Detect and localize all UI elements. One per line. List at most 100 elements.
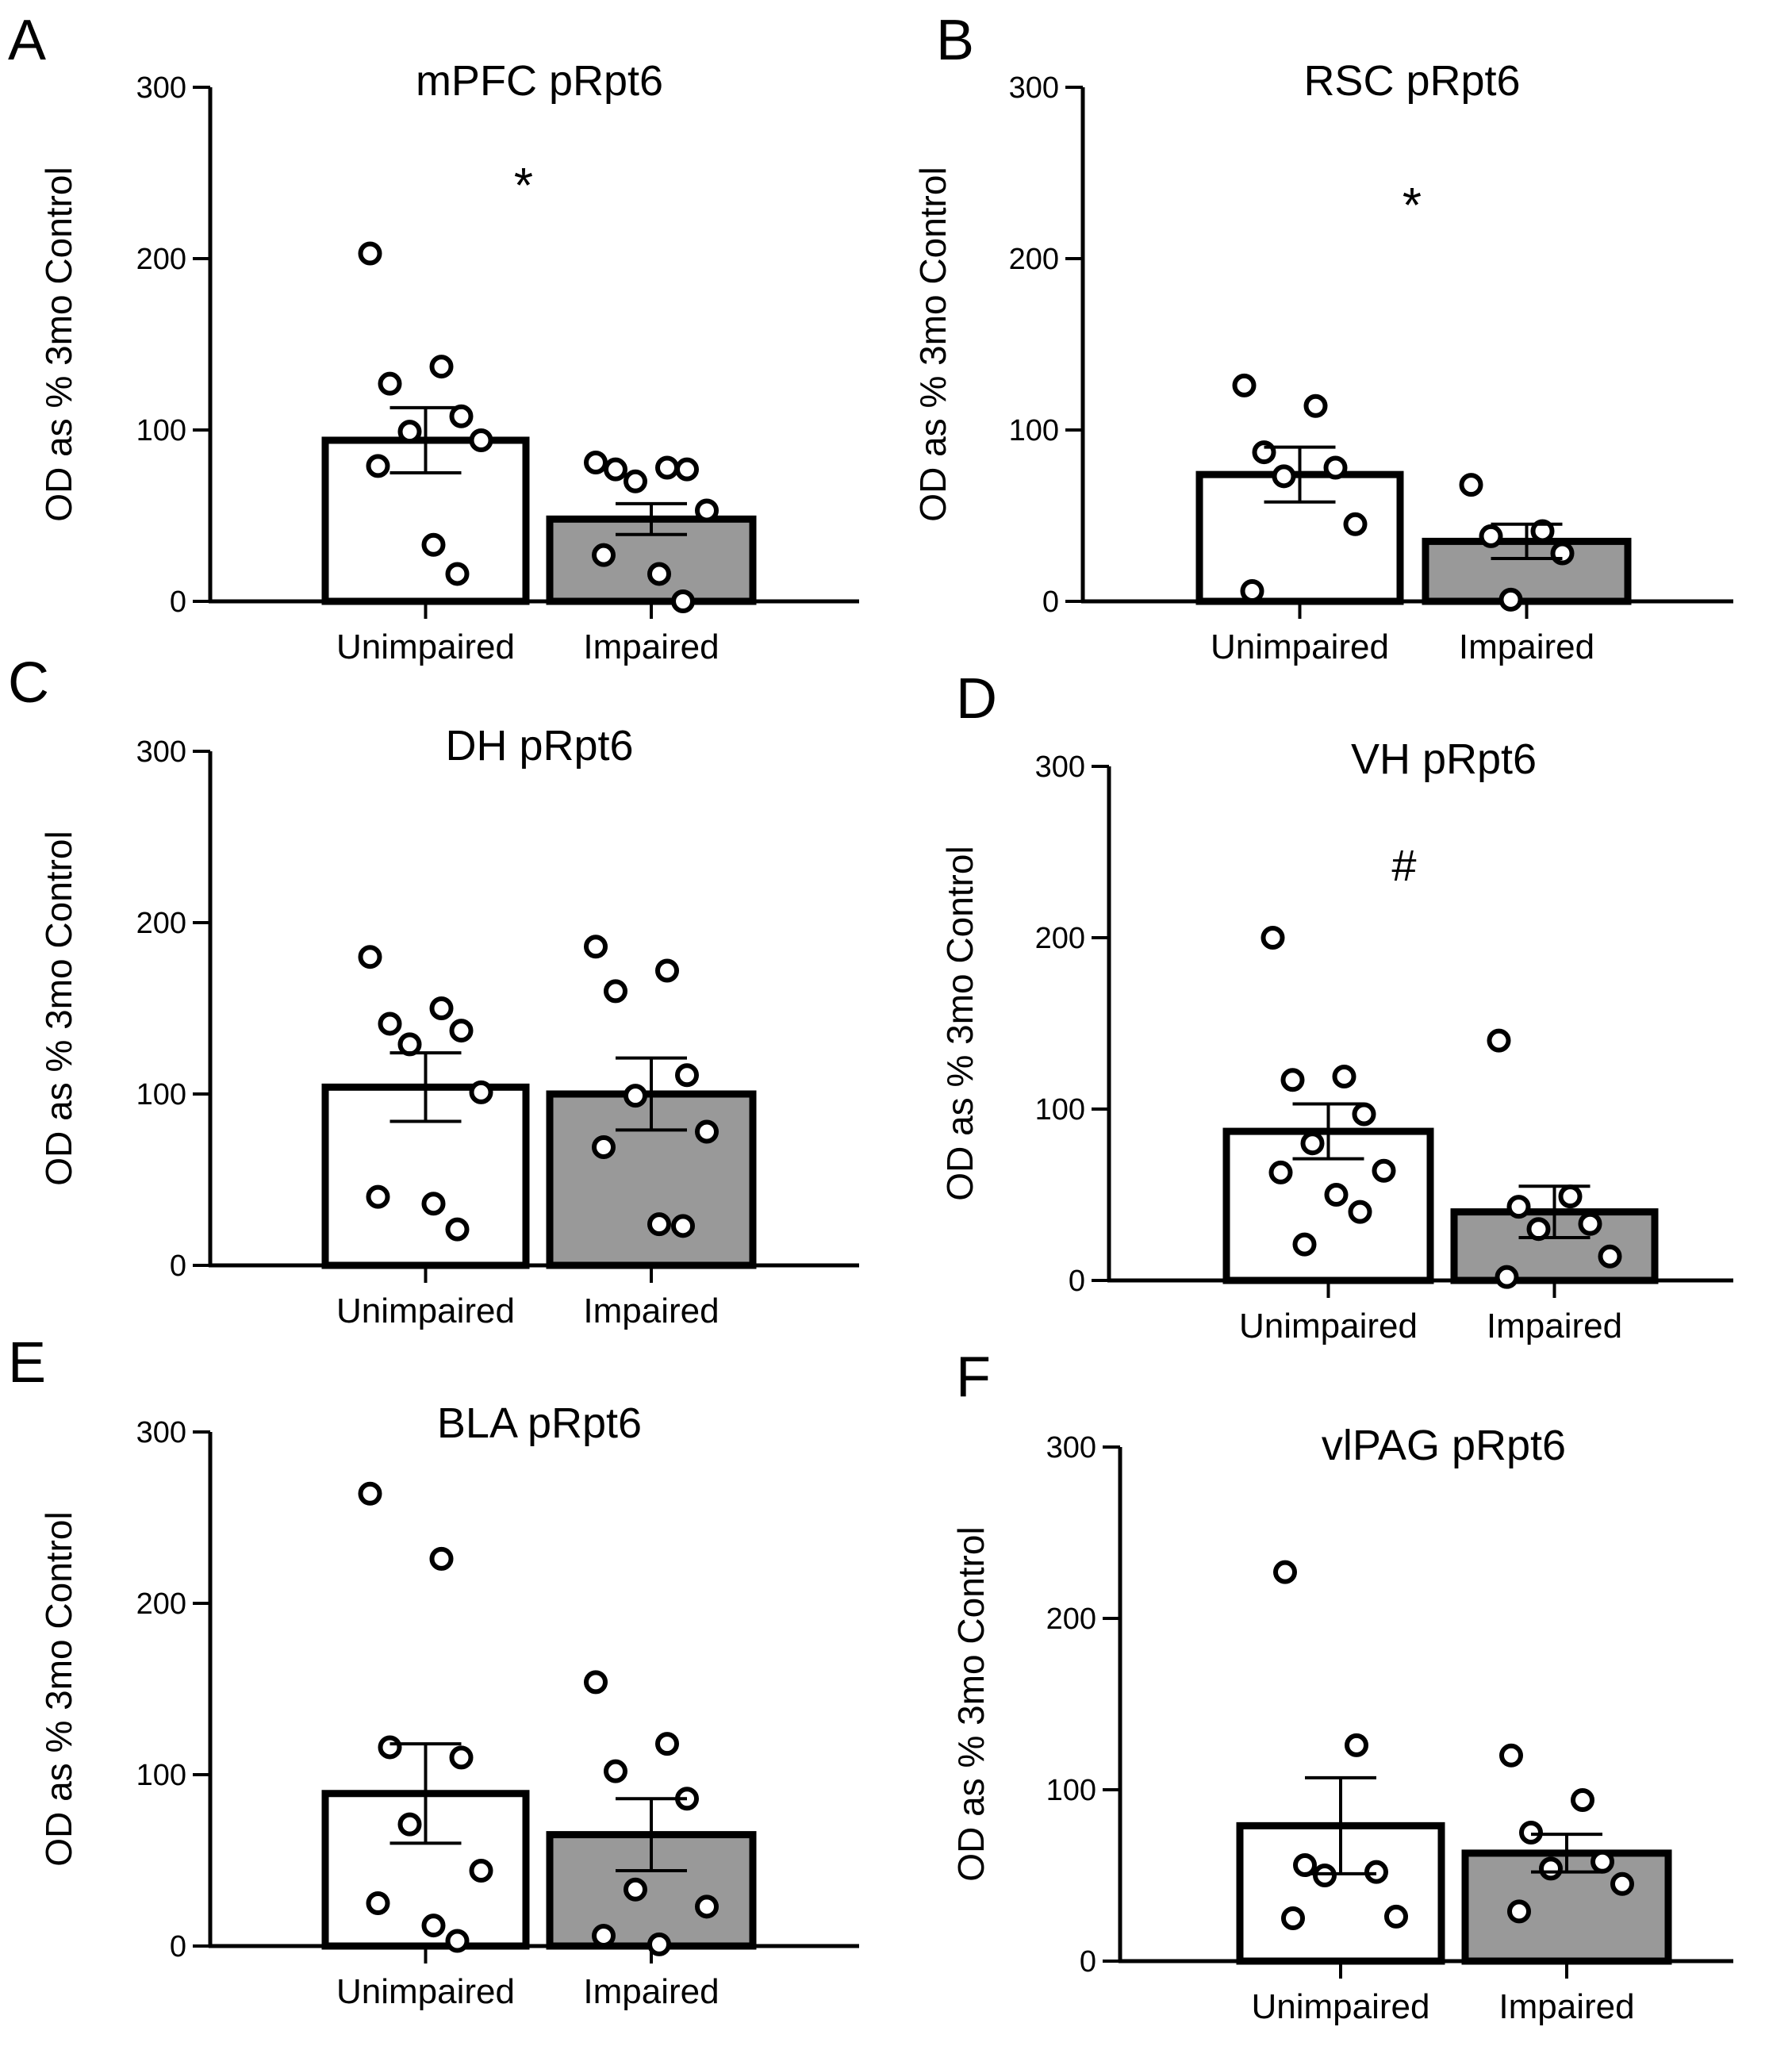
y-tick-label: 100 bbox=[1035, 1093, 1085, 1127]
panel-E: E BLA pRpt6 OD as % 3mo Control 0 100 200 300 U… bbox=[8, 1331, 859, 2011]
category-label: Unimpaired bbox=[336, 628, 515, 666]
data-point bbox=[584, 1670, 608, 1695]
data-point bbox=[366, 454, 390, 478]
y-tick-label: 0 bbox=[170, 585, 186, 619]
data-point bbox=[671, 589, 695, 613]
y-tick-label: 100 bbox=[1009, 414, 1059, 447]
data-point bbox=[624, 1877, 647, 1902]
y-tick-label: 300 bbox=[136, 1416, 186, 1449]
data-point bbox=[1240, 579, 1264, 604]
data-point bbox=[358, 1481, 382, 1506]
data-point bbox=[1495, 1265, 1519, 1289]
data-point bbox=[584, 451, 608, 475]
significance-marker: * bbox=[1403, 178, 1422, 233]
panel-letter: C bbox=[8, 651, 49, 715]
data-point bbox=[449, 1019, 474, 1043]
data-point bbox=[378, 371, 402, 396]
category-label: Impaired bbox=[583, 1972, 719, 2011]
y-axis-label: OD as % 3mo Control bbox=[38, 167, 79, 521]
category-label: Impaired bbox=[1498, 1987, 1634, 2026]
data-point bbox=[1506, 1195, 1531, 1219]
data-point bbox=[1571, 1787, 1594, 1812]
data-point bbox=[695, 1119, 719, 1144]
y-tick-label: 200 bbox=[136, 1587, 186, 1621]
category-label: Unimpaired bbox=[1252, 1987, 1430, 2026]
panel-letter: D bbox=[956, 667, 997, 731]
data-point bbox=[1578, 1211, 1602, 1236]
data-point bbox=[671, 1214, 695, 1238]
data-point bbox=[655, 455, 679, 480]
data-point bbox=[358, 945, 382, 969]
data-point bbox=[1352, 1102, 1376, 1127]
data-point bbox=[397, 420, 422, 444]
data-point bbox=[429, 996, 454, 1020]
data-point bbox=[449, 404, 474, 428]
category-label: Unimpaired bbox=[336, 1292, 515, 1330]
data-point bbox=[1323, 455, 1348, 480]
data-point bbox=[1610, 1871, 1634, 1896]
data-point bbox=[1598, 1244, 1622, 1269]
chart-title: RSC pRpt6 bbox=[1303, 57, 1520, 105]
data-point bbox=[647, 1932, 671, 1956]
y-tick-label: 0 bbox=[1042, 585, 1059, 619]
data-point bbox=[1498, 587, 1523, 612]
data-point bbox=[604, 1759, 627, 1783]
data-point bbox=[1261, 926, 1285, 950]
data-point bbox=[604, 457, 627, 482]
data-point bbox=[449, 1745, 474, 1770]
data-point bbox=[1332, 1064, 1356, 1088]
y-axis-label: OD as % 3mo Control bbox=[912, 167, 954, 521]
panel-letter: B bbox=[936, 9, 974, 72]
data-point bbox=[421, 1914, 446, 1938]
y-tick-label: 200 bbox=[1009, 243, 1059, 276]
y-axis-label: OD as % 3mo Control bbox=[939, 846, 980, 1200]
panel-letter: A bbox=[8, 9, 46, 72]
y-axis-label: OD as % 3mo Control bbox=[950, 1526, 992, 1881]
data-point bbox=[1272, 464, 1296, 489]
data-point bbox=[695, 498, 719, 523]
y-tick-label: 0 bbox=[1080, 1945, 1096, 1979]
data-point bbox=[624, 1084, 647, 1108]
y-tick-label: 100 bbox=[136, 414, 186, 447]
chart-title: vlPAG pRpt6 bbox=[1322, 1422, 1566, 1469]
data-point bbox=[1384, 1904, 1408, 1929]
panel-D: D VH pRpt6 OD as % 3mo Control 0 100 200 300 Un… bbox=[939, 667, 1733, 1345]
y-axis-label: OD as % 3mo Control bbox=[38, 831, 79, 1185]
data-point bbox=[592, 543, 616, 567]
y-tick-label: 300 bbox=[136, 735, 186, 769]
data-point bbox=[445, 1929, 470, 1953]
data-point bbox=[1324, 1183, 1349, 1207]
data-point bbox=[1526, 1217, 1551, 1242]
data-point bbox=[378, 1011, 402, 1036]
data-point bbox=[429, 355, 454, 379]
data-point bbox=[445, 562, 470, 586]
y-tick-label: 300 bbox=[1009, 71, 1059, 105]
data-point bbox=[378, 1735, 402, 1760]
data-point bbox=[1348, 1200, 1372, 1224]
data-point bbox=[1292, 1232, 1317, 1257]
chart-title: mPFC pRpt6 bbox=[416, 57, 663, 105]
significance-marker: # bbox=[1391, 840, 1416, 890]
data-point bbox=[445, 1217, 470, 1242]
data-point bbox=[1280, 1068, 1305, 1092]
data-point bbox=[1343, 512, 1368, 536]
data-point bbox=[584, 935, 608, 959]
data-point bbox=[358, 241, 382, 266]
chart-title: VH pRpt6 bbox=[1351, 735, 1537, 783]
data-point bbox=[1303, 393, 1328, 418]
y-tick-label: 300 bbox=[1035, 750, 1085, 784]
data-point bbox=[469, 1080, 493, 1104]
y-tick-label: 0 bbox=[1069, 1265, 1085, 1298]
data-point bbox=[647, 562, 671, 586]
data-point bbox=[469, 1858, 493, 1883]
data-point bbox=[1273, 1560, 1297, 1584]
data-point bbox=[624, 469, 647, 493]
data-point bbox=[366, 1184, 390, 1209]
chart-title: BLA pRpt6 bbox=[437, 1399, 642, 1447]
y-tick-label: 100 bbox=[136, 1078, 186, 1111]
data-point bbox=[1372, 1158, 1396, 1183]
category-label: Impaired bbox=[1487, 1307, 1622, 1345]
category-label: Unimpaired bbox=[1239, 1307, 1418, 1345]
y-tick-label: 300 bbox=[136, 71, 186, 105]
